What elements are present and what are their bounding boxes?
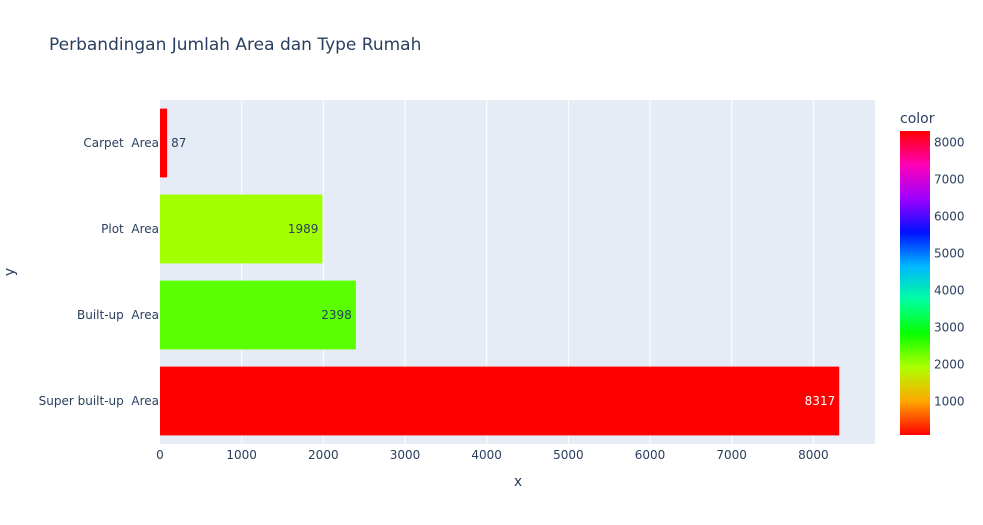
bar [160, 280, 356, 350]
bar-value-label: 2398 [321, 308, 352, 322]
colorbar-gradient [900, 131, 930, 435]
bar-value-label: 8317 [805, 394, 836, 408]
colorbar-ticks: 1000 2000 3000 4000 5000 6000 7000 8000 [934, 136, 965, 409]
x-tick-label: 3000 [390, 448, 421, 462]
colorbar-tick-label: 2000 [934, 357, 965, 371]
colorbar-tick-label: 3000 [934, 320, 965, 334]
colorbar-tick-label: 4000 [934, 283, 965, 297]
x-tick-label: 4000 [471, 448, 502, 462]
bars: 8317 2398 1989 87 [160, 108, 840, 436]
x-tick-label: 1000 [226, 448, 257, 462]
y-tick-label: Carpet Area [83, 136, 159, 150]
bar [160, 108, 168, 178]
y-tick-label: Built-up Area [77, 308, 159, 322]
colorbar: color 1000 2000 3000 4000 5000 6000 7000 8000 [900, 111, 965, 435]
colorbar-tick-label: 6000 [934, 210, 965, 224]
colorbar-tick-label: 5000 [934, 247, 965, 261]
x-tick-label: 8000 [798, 448, 829, 462]
y-tick-label: Plot Area [101, 222, 159, 236]
x-tick-label: 2000 [308, 448, 339, 462]
bar-value-label: 87 [171, 136, 186, 150]
colorbar-tick-label: 7000 [934, 173, 965, 187]
bar [160, 194, 323, 264]
colorbar-title: color [900, 111, 935, 127]
x-tick-label: 5000 [553, 448, 584, 462]
x-tick-label: 7000 [716, 448, 747, 462]
y-tick-label: Super built-up Area [39, 394, 159, 408]
bar-value-label: 1989 [288, 222, 319, 236]
x-tick-label: 6000 [635, 448, 666, 462]
x-tick-label: 0 [156, 448, 164, 462]
y-tick-labels: Super built-up Area Built-up Area Plot Are… [39, 136, 159, 408]
colorbar-tick-label: 1000 [934, 394, 965, 408]
chart-title: Perbandingan Jumlah Area dan Type Rumah [49, 35, 421, 55]
bar [160, 366, 840, 436]
y-axis-title: y [2, 268, 18, 276]
x-axis-title: x [514, 474, 522, 490]
x-tick-labels: 0 1000 2000 3000 4000 5000 6000 7000 8000 [156, 448, 828, 462]
colorbar-tick-label: 8000 [934, 136, 965, 150]
